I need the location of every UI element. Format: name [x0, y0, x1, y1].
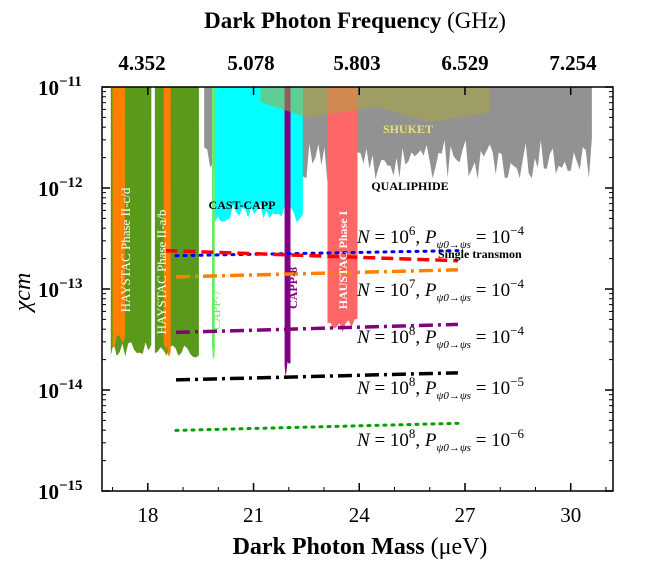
y-tick-label: 10−13 [38, 276, 83, 302]
x-axis-title-bold: Dark Photon Mass [233, 534, 425, 560]
y-tick-label: 10−15 [38, 478, 83, 504]
x-tick-label: 24 [349, 503, 371, 527]
y-axis-label-main: χ [10, 299, 36, 313]
exclusion-region [163, 87, 171, 357]
svg-text:χcm: χcm [10, 273, 36, 314]
projection-label: N = 108, Pψ0→ψs = 10−4 [356, 323, 525, 351]
top-tick-label: 5.078 [227, 51, 274, 75]
projection-label: N = 107, Pψ0→ψs = 10−4 [356, 276, 525, 304]
region-label: HAUSTAC Phase I [336, 210, 350, 309]
x-tick-label: 30 [560, 503, 581, 527]
region-label: HAYSTAC Phase II-c/d [118, 187, 133, 312]
region-label: QUALIPHIDE [371, 179, 448, 193]
projection-line [174, 249, 460, 258]
region-label: CAST-CAPP [209, 198, 276, 212]
shuket-overlay [260, 87, 490, 123]
x-tick-label: 27 [454, 503, 475, 527]
projection-line [165, 248, 458, 263]
top-axis-title-bold: Dark Photon Frequency [204, 8, 442, 33]
x-tick-label: 21 [243, 503, 264, 527]
y-axis-label: χcm [10, 273, 36, 314]
top-tick-label: 7.254 [549, 51, 597, 75]
y-axis-label-sub: cm [10, 273, 36, 301]
y-tick-label: 10−12 [38, 175, 83, 201]
projection-line [174, 421, 460, 432]
y-tick-label: 10−14 [38, 377, 83, 403]
top-tick-label: 6.529 [441, 51, 488, 75]
projection-line [175, 322, 458, 335]
projection-line [175, 371, 458, 382]
projection-label: N = 108, Pψ0→ψs = 10−6 [356, 426, 525, 454]
axis-ticks [102, 86, 613, 492]
exclusion-region [284, 87, 291, 377]
region-labels: HAYSTAC Phase II-c/d HAYSTAC Phase II-a/b… [118, 122, 449, 334]
top-axis-title: Dark Photon Frequency (GHz) [204, 8, 506, 33]
region-label: HAYSTAC Phase II-a/b [154, 210, 169, 335]
x-tick-labels: 18 21 24 27 30 [137, 503, 581, 527]
y-tick-label: 10−11 [38, 74, 82, 100]
y-tick-labels: 10−11 10−12 10−13 10−14 10−15 [38, 74, 83, 504]
region-label: SHUKET [383, 122, 433, 136]
projection-label: N = 106, Pψ0→ψs = 10−4 [356, 223, 525, 251]
region-label: CAPP-8 [286, 267, 300, 309]
exclusion-region [112, 87, 125, 348]
exclusion-region [211, 87, 215, 361]
x-axis-title: Dark Photon Mass (μeV) [233, 534, 488, 560]
plot-area [110, 87, 592, 432]
top-tick-label: 5.803 [333, 51, 380, 75]
exclusion-region [214, 87, 303, 223]
x-axis-title-unit: (μeV) [425, 534, 488, 560]
region-label: CAPP-7 [209, 290, 223, 330]
projection-label: N = 108, Pψ0→ψs = 10−5 [356, 374, 524, 402]
top-tick-labels: 4.352 5.078 5.803 6.529 7.254 [118, 51, 597, 75]
top-tick-label: 4.352 [118, 51, 165, 75]
projection-line [175, 268, 458, 279]
projection-label: Single transmon [438, 247, 522, 261]
x-tick-label: 18 [137, 503, 158, 527]
top-axis-title-unit: (GHz) [441, 8, 506, 33]
